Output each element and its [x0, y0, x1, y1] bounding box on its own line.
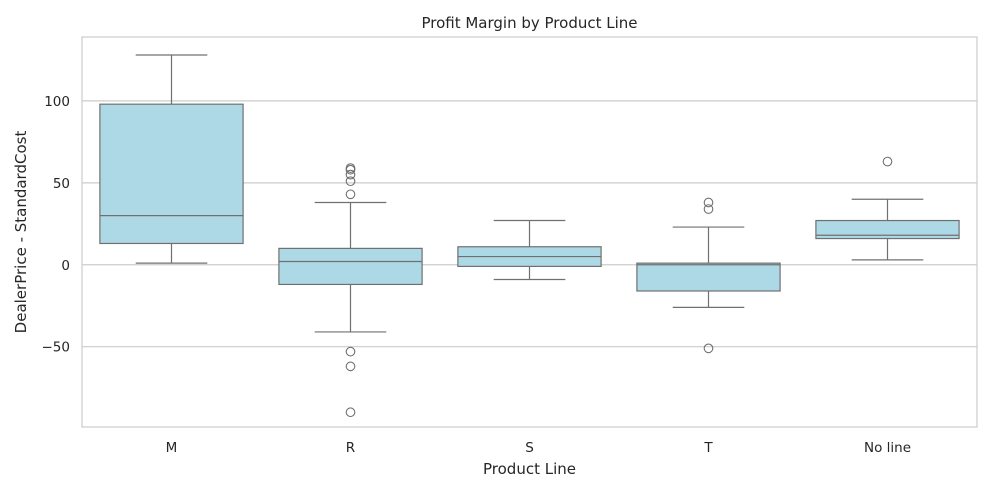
box-group: [815, 156, 960, 261]
box-group: [278, 163, 423, 418]
chart-title: Profit Margin by Product Line: [421, 14, 637, 32]
outlier-point: [345, 189, 356, 200]
x-tick-label: S: [525, 440, 534, 456]
box-group: [636, 197, 781, 354]
outlier-point: [345, 169, 356, 180]
box-iqr: [278, 247, 423, 286]
y-tick-labels: −50 0 50 100: [42, 94, 71, 356]
outlier-point: [882, 156, 893, 167]
box-group: [99, 54, 244, 264]
box-iqr: [99, 103, 244, 245]
outlier-point: [345, 361, 356, 372]
box-iqr: [815, 219, 960, 240]
x-axis-label: Product Line: [483, 460, 576, 478]
y-tick-label: 100: [44, 94, 70, 110]
x-tick-labels: M R S T No line: [166, 440, 911, 456]
y-tick-label: 50: [53, 176, 70, 192]
x-tick-label: M: [166, 440, 178, 456]
outlier-point: [703, 343, 714, 354]
y-axis-label: DealerPrice - StandardCost: [12, 131, 30, 334]
box-iqr: [636, 262, 781, 292]
outlier-point: [703, 204, 714, 214]
box-group: [457, 219, 602, 281]
outlier-point: [345, 346, 356, 357]
y-tick-label: −50: [42, 340, 71, 356]
y-tick-label: 0: [61, 258, 70, 274]
box-plot-series: [99, 54, 960, 418]
outlier-point: [703, 197, 714, 208]
x-tick-label: R: [346, 440, 355, 456]
x-tick-label: T: [703, 440, 713, 456]
outlier-point: [345, 407, 356, 418]
x-tick-label: No line: [864, 440, 911, 456]
plot-frame: [81, 36, 978, 428]
outlier-point: [345, 163, 356, 173]
outlier-point: [345, 176, 356, 187]
